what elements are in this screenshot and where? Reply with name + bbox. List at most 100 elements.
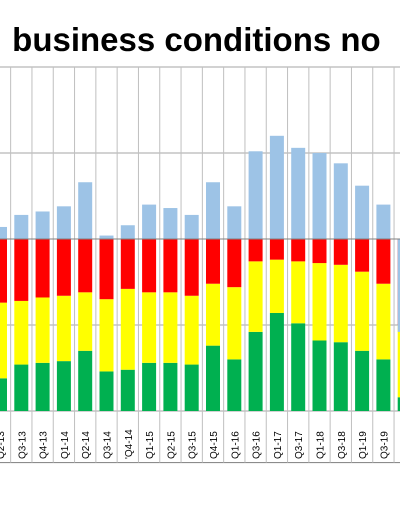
bar-net-balance <box>269 135 284 239</box>
bar-segment <box>333 264 348 343</box>
bar-segment <box>291 261 306 324</box>
bar-segment <box>99 299 114 372</box>
bar-segment <box>120 239 135 289</box>
bar-segment <box>227 239 242 288</box>
bar-segment <box>355 271 370 351</box>
bar-segment <box>14 300 29 365</box>
x-tick-label: Q3-13 <box>17 431 28 459</box>
x-tick-label: Q3-18 <box>337 431 348 459</box>
bar-segment <box>206 345 220 411</box>
bar-segment <box>312 340 327 411</box>
bar-segment <box>35 297 50 363</box>
bar-net-balance <box>291 147 306 239</box>
bar-net-balance <box>376 204 391 239</box>
bar-segment <box>333 342 348 411</box>
bar-net-balance <box>120 225 135 239</box>
bar-segment <box>248 239 263 262</box>
bar-net-balance <box>312 153 327 239</box>
bar-segment <box>206 283 220 346</box>
bar-segment <box>291 239 306 262</box>
x-tick-label: Q1-15 <box>145 431 156 459</box>
bar-net-balance <box>184 214 199 239</box>
bar-segment <box>35 362 50 411</box>
bar-net-balance <box>56 206 71 239</box>
bar-segment <box>248 261 263 332</box>
bar-net-balance <box>35 211 50 239</box>
bar-segment <box>56 361 71 411</box>
bar-segment <box>269 312 284 411</box>
bar-net-balance <box>333 163 348 239</box>
x-tick-label: Q3-16 <box>252 431 263 459</box>
bar-segment <box>184 364 199 411</box>
bar-segment <box>397 397 400 411</box>
bar-segment <box>0 239 7 303</box>
bar-segment <box>227 359 242 411</box>
bar-segment <box>291 323 306 411</box>
bar-net-balance <box>78 182 93 239</box>
x-tick-label: Q2-14 <box>81 431 92 459</box>
bar-segment <box>376 283 391 360</box>
bar-net-balance <box>99 235 114 239</box>
bar-segment <box>163 362 178 411</box>
bar-segment <box>142 362 157 411</box>
x-tick-label: Q1-16 <box>230 431 241 459</box>
bar-segment <box>206 239 220 284</box>
bar-segment <box>376 239 391 284</box>
x-tick-label: Q3-19 <box>379 431 390 459</box>
bar-net-balance <box>355 185 370 239</box>
chart-title: : business conditions no <box>0 21 381 58</box>
bar-segment <box>269 239 284 260</box>
x-tick-label: Q4-13 <box>39 431 50 459</box>
x-tick-label: Q3-14 <box>103 431 114 459</box>
bar-segment <box>269 259 284 313</box>
x-tick-label: Q4-15 <box>209 431 220 459</box>
bar-segment <box>376 359 391 411</box>
x-tick-label: Q1-17 <box>273 431 284 459</box>
bar-net-balance <box>206 182 220 239</box>
bar-net-balance <box>163 208 178 239</box>
x-tick-label: Q1-14 <box>60 431 71 459</box>
x-tick-label: Q2-15 <box>166 431 177 459</box>
bar-segment <box>184 239 199 296</box>
bar-segment <box>248 331 263 411</box>
bar-segment <box>355 350 370 411</box>
bar-segment <box>333 239 348 265</box>
x-tick-label: Q3-17 <box>294 431 305 459</box>
bar-segment <box>0 378 7 411</box>
bar-segment <box>163 292 178 363</box>
bar-segment <box>0 302 7 379</box>
bar-segment <box>120 288 135 370</box>
x-tick-label: Q2-13 <box>0 431 7 459</box>
bar-segment <box>184 295 199 365</box>
bar-segment <box>14 239 29 301</box>
bar-net-balance <box>397 239 400 332</box>
x-tick-label: 'Q4-14 <box>124 429 135 459</box>
bar-segment <box>120 369 135 411</box>
bar-net-balance <box>227 206 242 239</box>
bar-segment <box>99 239 114 300</box>
bar-segment <box>56 295 71 362</box>
bar-segment <box>78 239 93 293</box>
bar-segment <box>14 364 29 411</box>
bar-net-balance <box>248 151 263 239</box>
bar-segment <box>163 239 178 293</box>
x-tick-label: Q1-19 <box>358 431 369 459</box>
bar-segment <box>397 325 400 398</box>
bar-segment <box>355 239 370 272</box>
bar-segment <box>35 239 50 298</box>
bar-segment <box>312 239 327 264</box>
x-tick-label: Q3-15 <box>188 431 199 459</box>
bar-segment <box>56 239 71 296</box>
x-tick-label: Q1-18 <box>316 431 327 459</box>
bar-segment <box>227 287 242 360</box>
bar-net-balance <box>14 214 29 239</box>
bar-segment <box>78 350 93 411</box>
bar-segment <box>142 292 157 363</box>
bar-segment <box>78 292 93 351</box>
bar-segment <box>312 263 327 341</box>
bar-net-balance <box>142 204 157 239</box>
bar-segment <box>142 239 157 293</box>
bar-net-balance <box>0 226 7 239</box>
bar-segment <box>99 371 114 411</box>
